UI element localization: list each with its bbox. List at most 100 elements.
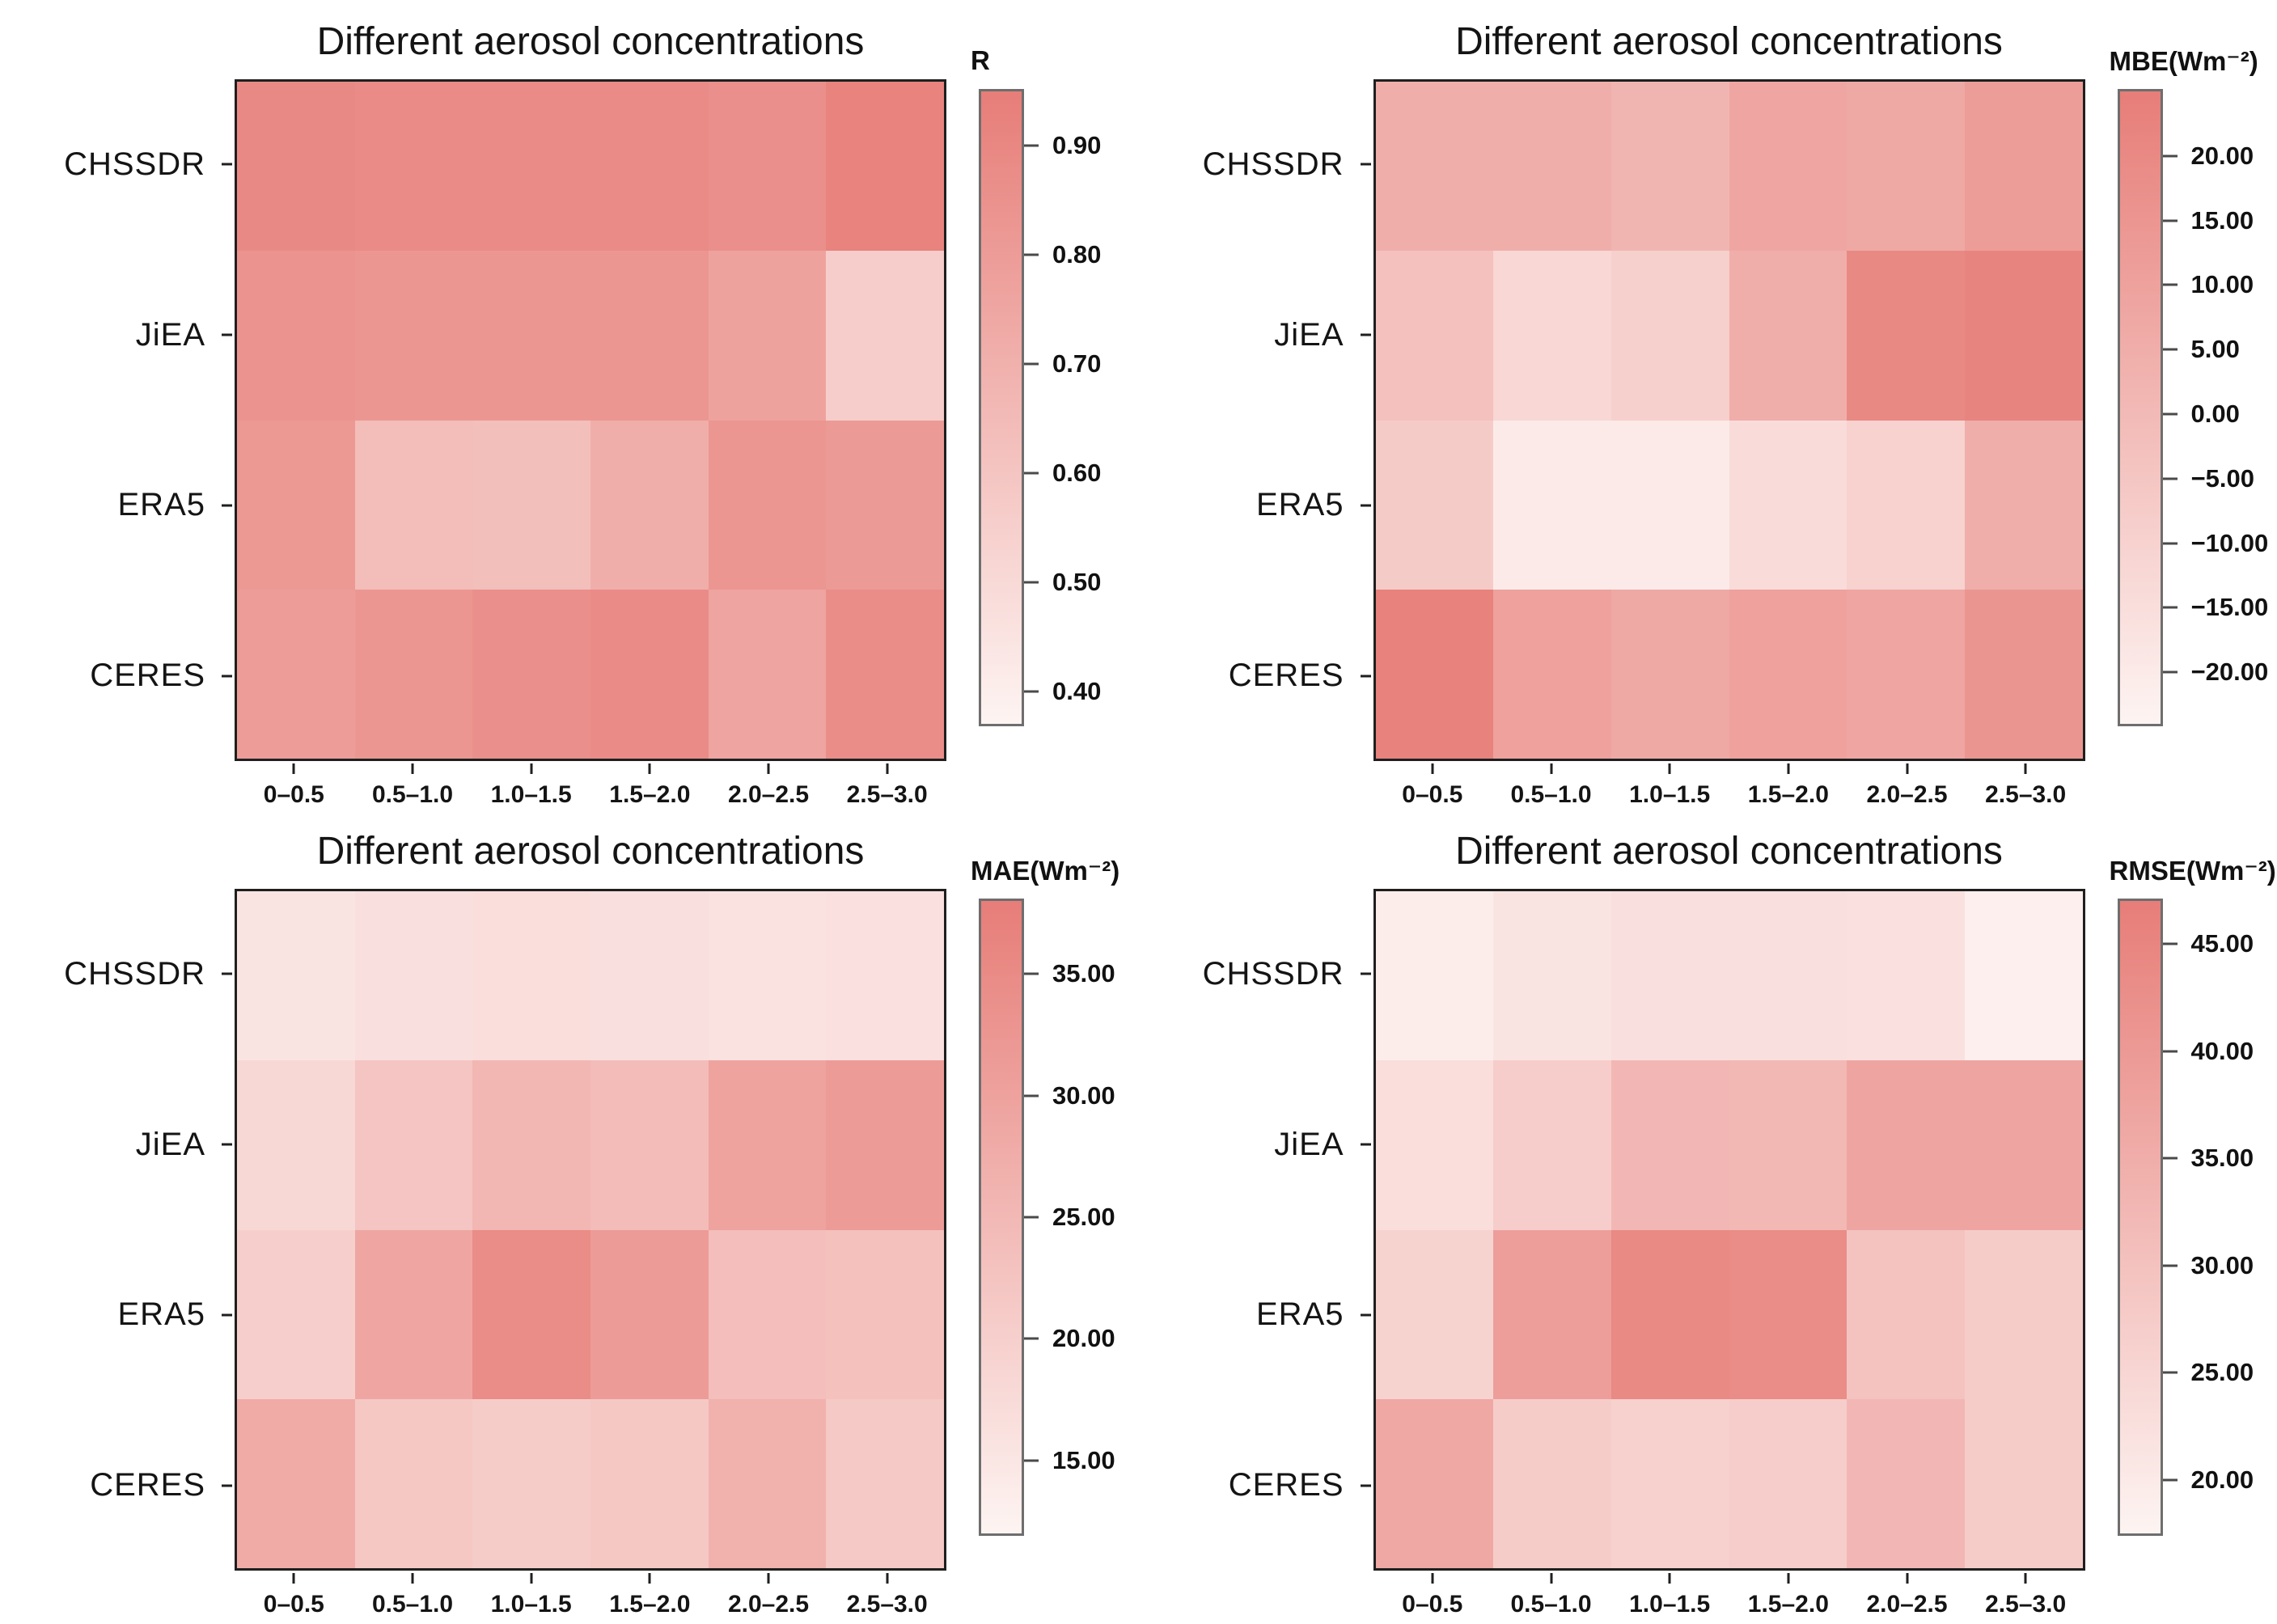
- heatmap-cell: [708, 82, 827, 252]
- colorbar-tick: [1024, 144, 1039, 147]
- heatmap-cell: [1610, 589, 1729, 759]
- heatmap-cell: [826, 82, 944, 252]
- heatmap-cell: [708, 1060, 827, 1230]
- x-tick: [1431, 763, 1434, 774]
- x-tick: [648, 1573, 651, 1584]
- colorbar-tick-label: 0.50: [1052, 567, 1102, 596]
- colorbar-tick: [1024, 1216, 1039, 1219]
- x-axis-labels: 0–0.5 0.5–1.0 1.0–1.5 1.5–2.0 2.0–2.5 2.5–3.0: [235, 761, 946, 813]
- y-tick: [222, 675, 232, 678]
- colorbar: R 0.90 0.80 0.70 0.60 0.50 0.40: [946, 45, 1136, 761]
- heatmap-cell: [826, 1398, 944, 1568]
- column-label: 2.5–3.0: [846, 781, 928, 808]
- colorbar-tick: [1024, 972, 1039, 975]
- column-label: 1.5–2.0: [609, 1591, 691, 1618]
- row-label: ERA5: [117, 487, 205, 523]
- colorbar-tick: [1024, 1094, 1039, 1097]
- heatmap-cell: [590, 589, 709, 759]
- heatmap-cell: [237, 589, 355, 759]
- heatmap-cell: [237, 251, 355, 421]
- colorbar-tick-label: 35.00: [2190, 1144, 2254, 1173]
- x-tick: [1906, 763, 1908, 774]
- row-label: JiEA: [135, 316, 205, 353]
- x-tick: [1431, 1573, 1434, 1584]
- heatmap-cell: [1493, 1229, 1611, 1399]
- column-label: 0–0.5: [263, 781, 324, 808]
- column-label: 1.5–2.0: [1747, 1591, 1829, 1618]
- heatmap-cell: [1375, 251, 1494, 421]
- heatmap-cell: [1847, 420, 1965, 590]
- heatmap-cell: [1964, 251, 2083, 421]
- colorbar-tick: [1024, 253, 1039, 256]
- heatmap-cell: [1375, 1060, 1494, 1230]
- colorbar-tick: [2162, 283, 2178, 286]
- column-label: 1.0–1.5: [490, 1591, 572, 1618]
- heatmap-cell: [1375, 82, 1494, 252]
- heatmap-cell: [472, 420, 590, 590]
- heatmap-cell: [1964, 420, 2083, 590]
- plot-area: [222, 79, 946, 774]
- colorbar-tick-label: 5.00: [2190, 335, 2240, 364]
- panel-r: Different aerosol concentrations CHSSDR J…: [0, 3, 1136, 813]
- colorbar-tick: [2162, 219, 2178, 222]
- y-tick: [222, 972, 232, 975]
- y-tick: [222, 1313, 232, 1317]
- y-tick: [222, 333, 232, 336]
- heatmap-cell: [1847, 891, 1965, 1061]
- x-tick: [648, 763, 651, 774]
- x-tick: [1550, 1573, 1552, 1584]
- heatmap-cell: [590, 891, 709, 1061]
- heatmap-cell: [1729, 251, 1847, 421]
- colorbar-tick: [1024, 472, 1039, 475]
- heatmap-cell: [1610, 420, 1729, 590]
- colorbar-tick-label: 35.00: [1052, 959, 1115, 988]
- colorbar-tick-label: 0.60: [1052, 458, 1102, 487]
- heatmap-grid: [235, 889, 946, 1571]
- plot-area: [1360, 889, 2085, 1584]
- heatmap-cell: [354, 420, 473, 590]
- column-label: 2.0–2.5: [727, 1591, 810, 1618]
- y-axis-labels: CHSSDR JiEA ERA5 CERES: [0, 79, 235, 761]
- heatmap-cell: [1729, 589, 1847, 759]
- column-label: 1.0–1.5: [490, 781, 572, 808]
- y-axis-labels: CHSSDR JiEA ERA5 CERES: [0, 889, 235, 1571]
- colorbar-tick-label: 0.80: [1052, 240, 1102, 269]
- colorbar-title: R: [971, 45, 990, 75]
- heatmap-cell: [1493, 251, 1611, 421]
- panel-title: Different aerosol concentrations: [1455, 829, 2003, 873]
- heatmap-cell: [826, 1060, 944, 1230]
- colorbar-tick: [2162, 670, 2178, 674]
- column-label: 1.0–1.5: [1629, 781, 1711, 808]
- colorbar-bar: 20.00 15.00 10.00 5.00 0.00 −5.00 −10.00 −15.00…: [2117, 89, 2268, 726]
- colorbar-tick-label: 20.00: [1052, 1324, 1115, 1353]
- x-tick: [1787, 763, 1790, 774]
- colorbar-tick: [2162, 1478, 2178, 1482]
- y-tick: [1360, 163, 1371, 166]
- heatmap-grid: [1373, 79, 2085, 761]
- heatmap-cell: [1847, 1398, 1965, 1568]
- colorbar-tick: [2162, 154, 2178, 158]
- colorbar-bar: 45.00 40.00 35.00 30.00 25.00 20.00: [2117, 899, 2254, 1536]
- panel-title: Different aerosol concentrations: [316, 19, 865, 63]
- heatmap-cell: [826, 1229, 944, 1399]
- colorbar-tick: [1024, 690, 1039, 693]
- y-tick: [1360, 504, 1371, 507]
- colorbar-tick-label: 10.00: [2190, 270, 2254, 299]
- row-label: CHSSDR: [1202, 955, 1344, 992]
- colorbar-tick-label: 20.00: [2190, 141, 2254, 170]
- colorbar-tick: [2162, 348, 2178, 351]
- row-label: CHSSDR: [1202, 146, 1344, 182]
- heatmap-cell: [1729, 420, 1847, 590]
- colorbar: RMSE(Wm⁻²) 45.00 40.00 35.00 30.00 25.00 20.0…: [2085, 856, 2276, 1571]
- heatmap-cell: [826, 589, 944, 759]
- colorbar-tick: [2162, 1157, 2178, 1160]
- y-tick: [222, 1143, 232, 1146]
- column-label: 2.5–3.0: [1985, 1591, 2067, 1618]
- colorbar-tick: [2162, 1371, 2178, 1374]
- column-label: 0.5–1.0: [1510, 1591, 1592, 1618]
- row-label: JiEA: [135, 1126, 205, 1162]
- heatmap-cell: [1493, 82, 1611, 252]
- heatmap-cell: [1729, 1229, 1847, 1399]
- row-label: JiEA: [1274, 1126, 1344, 1162]
- x-tick: [767, 763, 770, 774]
